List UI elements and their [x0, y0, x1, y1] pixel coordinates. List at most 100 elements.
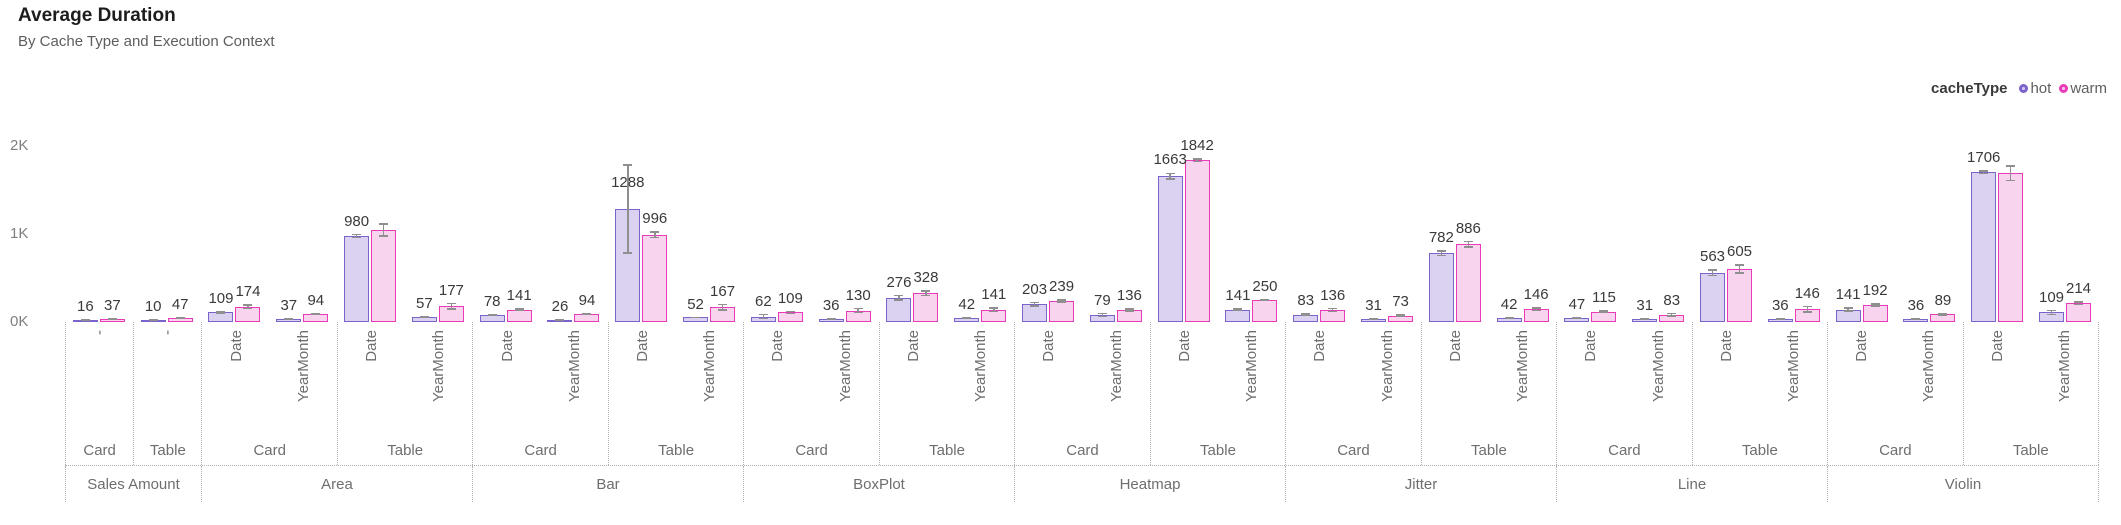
bar-value-label: 886: [1455, 219, 1481, 237]
error-bar: [1057, 299, 1067, 303]
bar-value-label: 605: [1727, 243, 1753, 261]
bar-value-label: 1663: [1153, 151, 1187, 169]
error-bar: [1979, 170, 1989, 175]
error-bar: [243, 304, 253, 310]
bar-pair-cell: 1706: [1963, 0, 2031, 322]
bar-value-label: 73: [1392, 293, 1409, 311]
bar-warm[interactable]: [574, 313, 600, 322]
bar-hot[interactable]: [1428, 253, 1454, 322]
slot-label: Table: [2012, 441, 2049, 459]
bar-value-label: 79: [1094, 291, 1111, 309]
bar-hot[interactable]: [1700, 272, 1726, 322]
y-axis-tick-1k: 1K: [10, 225, 29, 242]
bar-value-label: 146: [1523, 286, 1549, 303]
error-bar: [1938, 312, 1948, 316]
bar-hot[interactable]: [1022, 304, 1048, 322]
error-bar: [311, 312, 321, 315]
legend-title: cacheType: [1931, 80, 2008, 97]
hot-series-icon: [2019, 84, 2029, 93]
bar-warm[interactable]: [371, 230, 397, 322]
bar-value-label: 109: [2038, 288, 2065, 306]
bar-warm[interactable]: [1116, 310, 1142, 322]
bar-pair-cell: 83 136: [1285, 0, 1353, 322]
plot-area: 16 37 10 47 109 174 37 94 980 57 177 78 141 26 94 1288 9…: [65, 0, 2099, 502]
error-bar: [989, 307, 999, 313]
bar-warm[interactable]: [1862, 305, 1888, 322]
context-label: Date: [363, 330, 381, 362]
context-label: Date: [1853, 330, 1871, 362]
error-bar: [216, 311, 226, 314]
bar-value-label: 109: [777, 289, 803, 307]
error-bar: [1667, 312, 1677, 317]
bar-pair-cell: 203 239: [1014, 0, 1082, 322]
slot-label: Table: [1741, 441, 1778, 459]
error-bar: [582, 312, 592, 315]
bar-pair-cell: 980: [336, 0, 404, 322]
bar-value-label: 203: [1022, 280, 1048, 298]
category-label: Sales Amount: [65, 466, 201, 502]
bar-pair-cell: 36 130: [811, 0, 879, 322]
slot-label: Card: [1066, 441, 1099, 459]
bar-pair-cell: 16 37: [65, 0, 133, 322]
bar-hot[interactable]: [1971, 172, 1997, 322]
bar-value-label: 782: [1428, 229, 1454, 247]
error-bar: [718, 303, 728, 311]
legend-item-hot[interactable]: hot: [2019, 80, 2051, 97]
bar-hot[interactable]: [208, 312, 234, 322]
context-label: YearMonth: [1514, 330, 1532, 402]
bar-warm[interactable]: [1252, 300, 1278, 322]
bar-value-label: 16: [77, 297, 94, 315]
error-bar: [1802, 305, 1812, 313]
x-axis-slot: Date YearMonth Card: [1556, 322, 1691, 465]
slot-label: Card: [795, 441, 828, 459]
slot-label: Card: [1608, 441, 1641, 459]
x-axis-slot: Date YearMonth Table: [1420, 322, 1556, 465]
bar-value-label: 1288: [611, 173, 645, 191]
error-bar: [284, 317, 294, 320]
bar-pair-cell: 109 214: [2031, 0, 2099, 322]
error-bar: [758, 313, 768, 320]
error-bar: [785, 310, 795, 315]
context-label: Date: [1446, 330, 1464, 362]
x-axis-slot: Date YearMonth Card: [1285, 322, 1420, 465]
x-axis-category-row: Sales Amount Area Bar BoxPlot Heatmap Jitter L…: [65, 465, 2099, 502]
bar-value-label: 136: [1116, 287, 1142, 305]
error-bar: [1843, 307, 1853, 312]
bar-hot[interactable]: [886, 297, 912, 322]
error-bar: [1911, 317, 1921, 320]
bar-value-label: 36: [822, 296, 840, 314]
error-bar: [107, 317, 117, 320]
bar-warm[interactable]: [506, 309, 532, 322]
bar-warm[interactable]: [2066, 303, 2091, 322]
bar-warm[interactable]: [1455, 244, 1481, 322]
category-label: BoxPlot: [743, 466, 1014, 502]
bar-warm[interactable]: [913, 293, 939, 322]
x-axis-slot: Date YearMonth Table: [878, 322, 1014, 465]
context-label: YearMonth: [1649, 330, 1667, 402]
error-bar: [2074, 301, 2083, 306]
error-bar: [1097, 312, 1107, 318]
chart-title: Average Duration: [18, 5, 176, 26]
error-bar: [148, 319, 158, 321]
legend-item-warm[interactable]: warm: [2059, 80, 2107, 97]
bar-pair-cell: 141 192: [1828, 0, 1896, 322]
bar-warm[interactable]: [642, 234, 668, 322]
bar-hot[interactable]: [1157, 176, 1183, 322]
bar-pair-cell: 563 605: [1692, 0, 1760, 322]
context-label: YearMonth: [1784, 330, 1802, 402]
context-label: -: [91, 330, 109, 335]
bar-hot[interactable]: [1225, 309, 1251, 322]
legend: cacheType hot warm: [1931, 80, 2107, 97]
bar-warm[interactable]: [1049, 301, 1075, 322]
bar-warm[interactable]: [1184, 160, 1210, 322]
bar-value-label: 37: [104, 296, 121, 314]
slot-label: Card: [83, 441, 116, 459]
bar-warm[interactable]: [1727, 268, 1753, 322]
context-label: Date: [769, 330, 787, 362]
context-label: Date: [227, 330, 245, 362]
bar-warm[interactable]: [303, 313, 329, 322]
bar-pair-cell: 79 136: [1082, 0, 1150, 322]
context-label: Date: [1175, 330, 1193, 362]
bar-hot[interactable]: [344, 235, 370, 322]
bar-warm[interactable]: [1998, 173, 2024, 322]
